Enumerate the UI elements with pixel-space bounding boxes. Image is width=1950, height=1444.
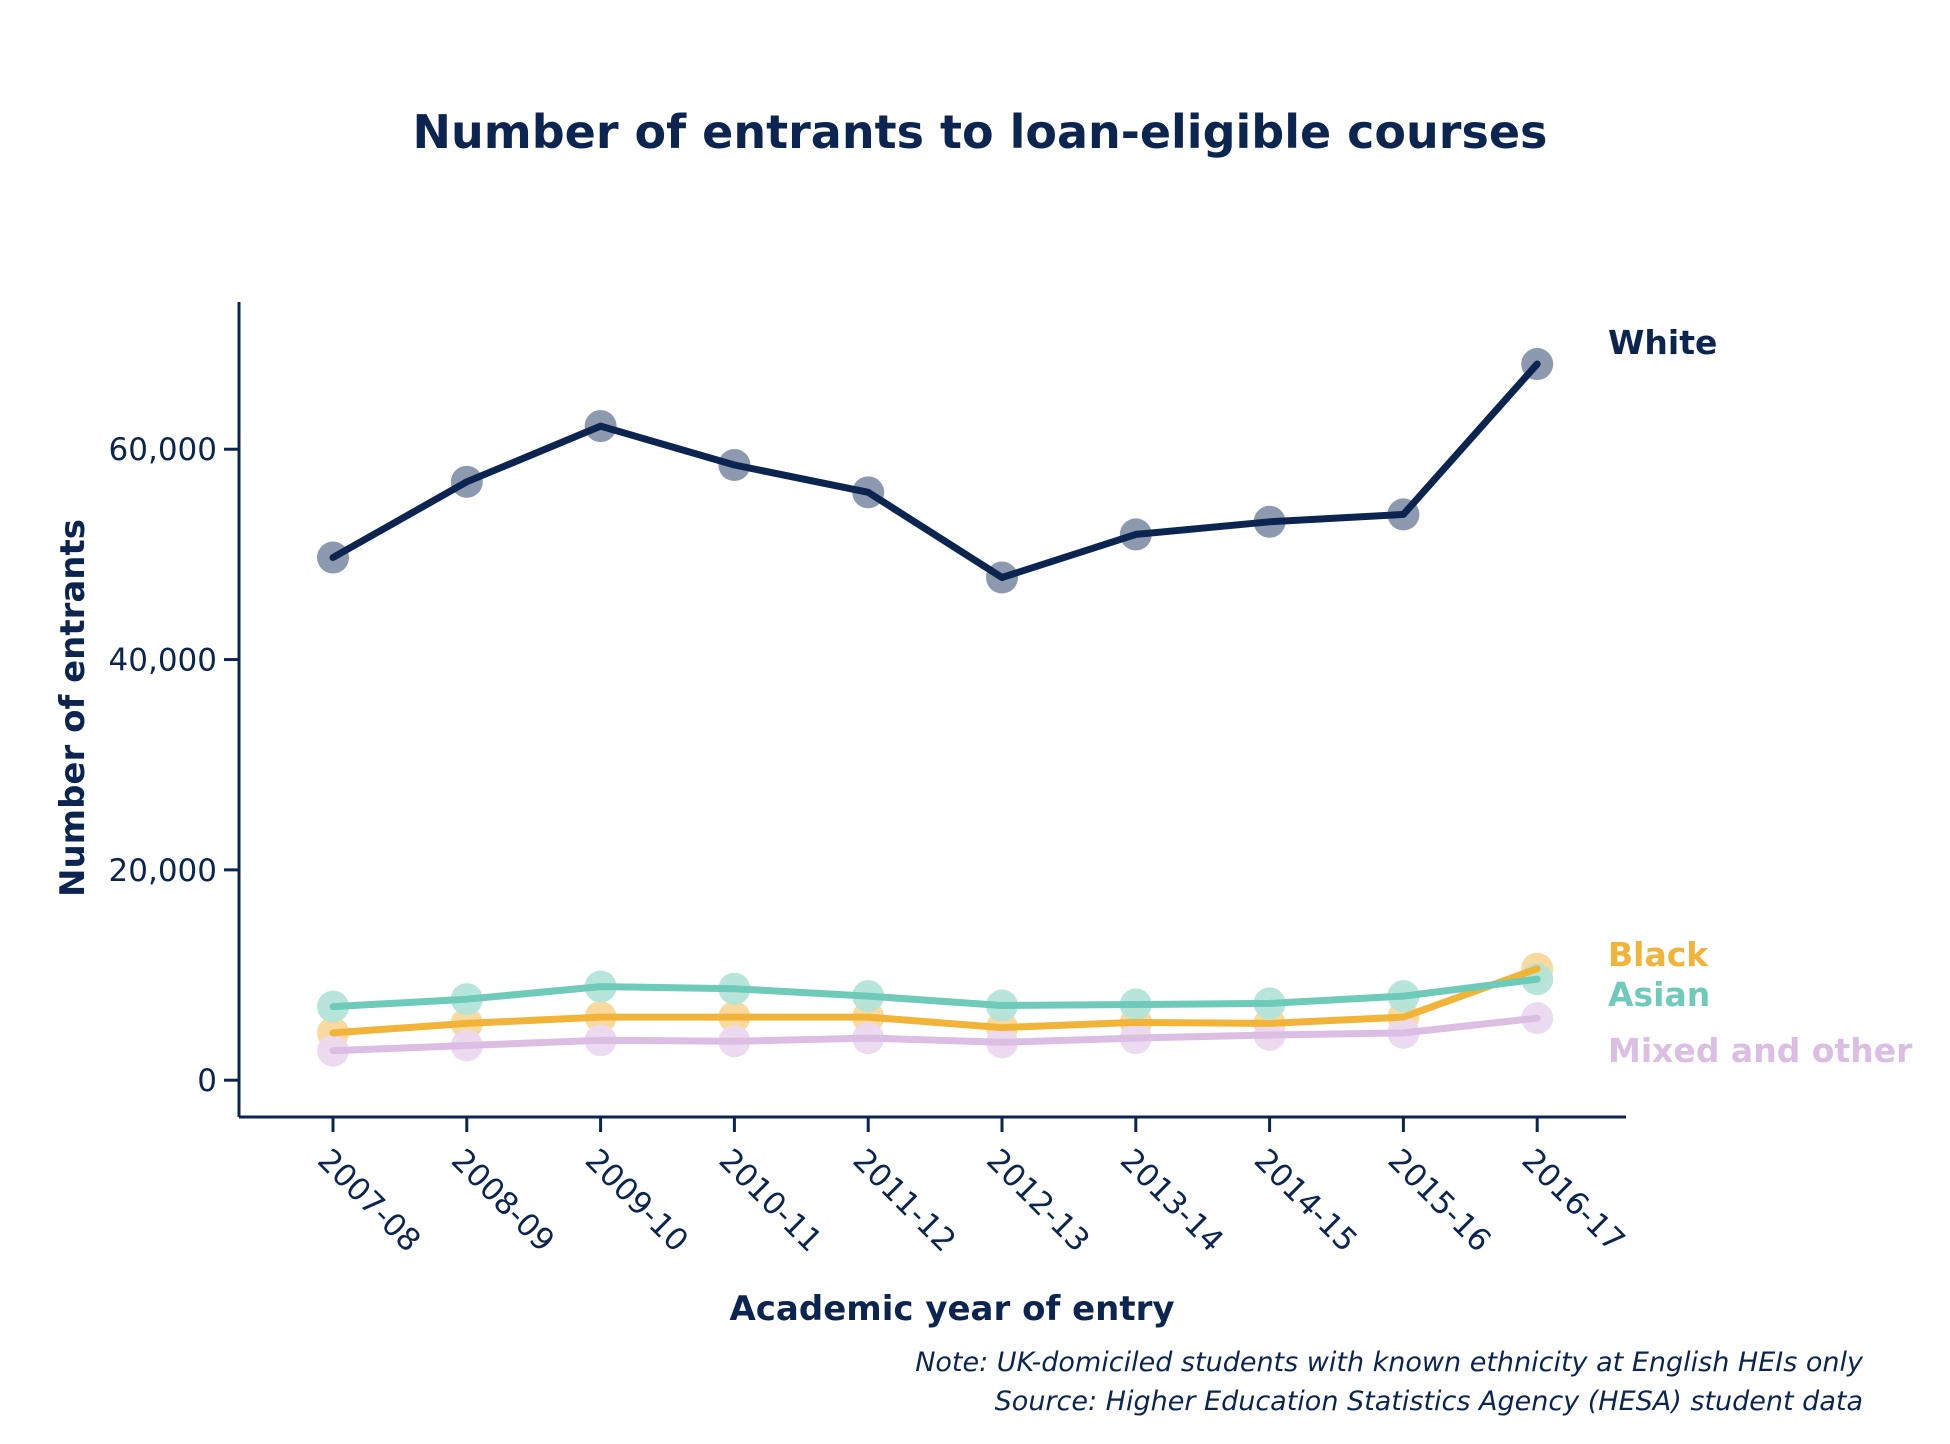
x-tick-label: 2007-08 xyxy=(310,1142,427,1259)
chart-title: Number of entrants to loan-eligible cour… xyxy=(413,105,1548,159)
series-label-white: White xyxy=(1608,323,1717,362)
chart-note: Note: UK-domiciled students with known e… xyxy=(915,1347,1864,1378)
chart-source: Source: Higher Education Statistics Agen… xyxy=(995,1386,1863,1417)
x-tick-label: 2016-17 xyxy=(1515,1142,1632,1259)
y-axis-title: Number of entrants xyxy=(53,519,93,897)
y-tick-label: 60,000 xyxy=(109,432,217,468)
y-tick-label: 40,000 xyxy=(109,643,217,679)
x-tick-label: 2009-10 xyxy=(578,1142,695,1259)
series-line-black xyxy=(329,965,1541,1037)
x-tick-label: 2011-12 xyxy=(846,1142,963,1259)
y-tick-label: 0 xyxy=(197,1063,217,1099)
y-tick-label: 20,000 xyxy=(109,853,217,889)
x-tick-label: 2012-13 xyxy=(979,1142,1096,1259)
x-tick-label: 2015-16 xyxy=(1381,1142,1498,1259)
x-tick-label: 2014-15 xyxy=(1247,1142,1364,1259)
x-tick-label: 2008-09 xyxy=(444,1142,561,1259)
x-tick-label: 2010-11 xyxy=(712,1142,829,1259)
plot-area: 0 20,000 40,000 60,000 2007-08 2008-09 2009-10… xyxy=(109,302,1913,1259)
series-line-mixed-and-other xyxy=(329,1014,1541,1055)
x-axis-title: Academic year of entry xyxy=(729,1289,1174,1329)
x-tick-label: 2013-14 xyxy=(1113,1142,1230,1259)
series-line-white xyxy=(329,360,1541,581)
series-line-asian xyxy=(329,975,1541,1011)
series-label-black: Black xyxy=(1608,935,1709,974)
series-label-mixed-and-other: Mixed and other xyxy=(1608,1031,1913,1070)
series-label-asian: Asian xyxy=(1608,975,1710,1014)
